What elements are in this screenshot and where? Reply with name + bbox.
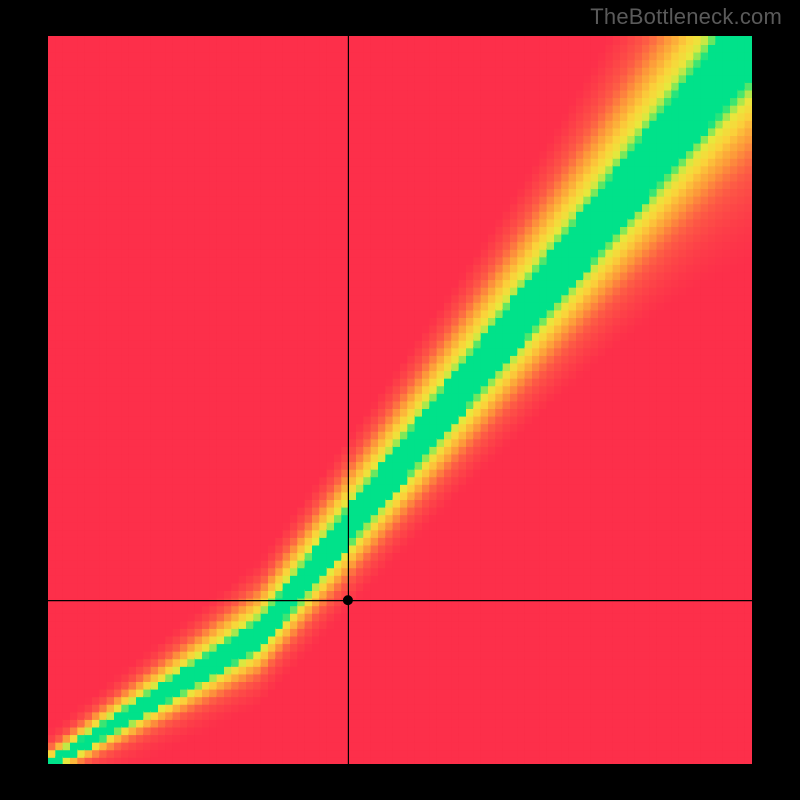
bottleneck-heatmap xyxy=(48,36,752,764)
watermark-text: TheBottleneck.com xyxy=(590,4,782,30)
